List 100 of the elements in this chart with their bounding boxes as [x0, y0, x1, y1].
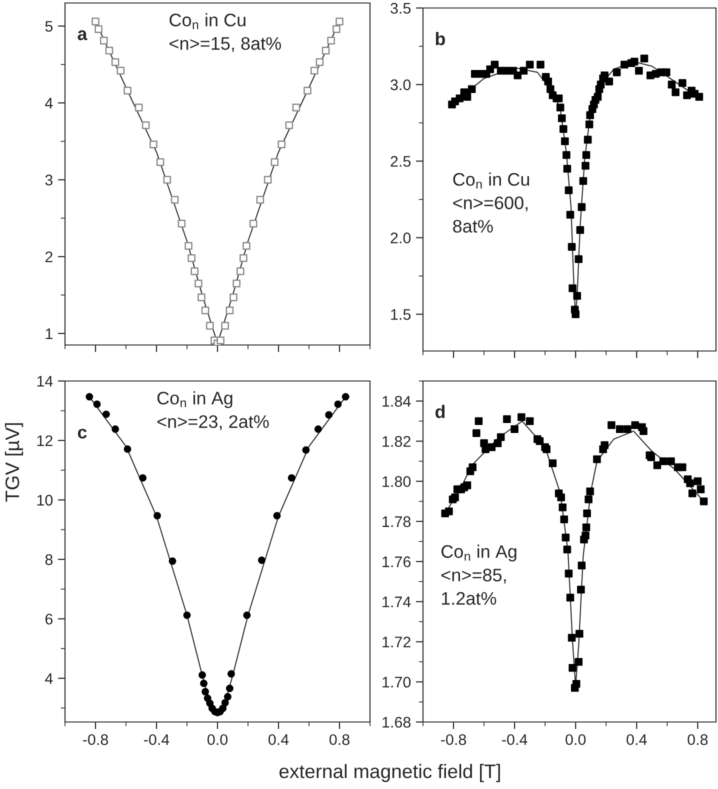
x-tick-label: 0.8	[688, 734, 708, 746]
y-tick-label: 1.5	[391, 309, 411, 320]
x-tick-label: -0.4	[144, 734, 170, 746]
y-tick-label: 1.76	[382, 556, 411, 568]
y-tick-label: 2.5	[390, 156, 411, 167]
point	[178, 220, 186, 228]
point	[325, 411, 333, 419]
x-tick-label: 0.4	[626, 734, 647, 746]
point	[100, 36, 108, 45]
point	[170, 196, 179, 204]
point	[236, 267, 244, 276]
point	[216, 336, 224, 344]
annotation: Co$_{n}$ in Cu <n>=600, 8at%	[453, 172, 530, 233]
point	[304, 86, 312, 94]
point	[314, 425, 322, 433]
annotation: a	[78, 30, 88, 40]
point	[190, 267, 199, 276]
point	[134, 104, 143, 112]
point	[302, 446, 310, 454]
y-tick-label: 12	[37, 435, 52, 446]
point	[183, 612, 191, 619]
point	[124, 86, 132, 94]
point	[198, 671, 206, 679]
y-tick-label: 1.82	[382, 436, 410, 447]
point	[327, 36, 335, 45]
point	[232, 280, 240, 288]
point	[258, 556, 266, 564]
y-axis-title: TGV [µV]	[4, 423, 24, 502]
point	[264, 176, 272, 184]
annotation: Co$_{n}$ in Ag <n>=23, 2at%	[157, 391, 269, 430]
point	[188, 254, 196, 262]
y-tick-label: 8	[45, 554, 53, 566]
y-tick-label: 2.0	[390, 232, 411, 244]
x-tick-label: -0.4	[502, 734, 528, 746]
point	[206, 322, 214, 330]
y-tick-label: 10	[37, 494, 53, 506]
point	[93, 400, 101, 408]
point	[288, 474, 296, 482]
x-tick-label: 0.0	[566, 734, 586, 746]
point	[94, 25, 102, 34]
point	[184, 242, 192, 250]
point	[227, 670, 235, 678]
y-tick-label: 1.78	[382, 516, 411, 528]
y-tick-label: 1.68	[382, 716, 411, 728]
y-tick-label: 3	[45, 174, 53, 186]
point	[310, 66, 318, 75]
y-tick-label: 2	[45, 251, 52, 262]
point	[285, 121, 294, 130]
x-tick-label: 0.4	[268, 734, 289, 746]
y-tick-label: 1	[46, 328, 52, 340]
y-tick-label: 5	[45, 21, 53, 32]
y-tick-label: 1.70	[382, 676, 411, 688]
point	[278, 140, 286, 148]
point	[240, 254, 248, 262]
annotation: d	[435, 404, 445, 418]
point	[156, 158, 164, 166]
point	[163, 176, 172, 184]
x-axis-title: external magnetic field [T]	[280, 764, 500, 782]
point	[249, 220, 258, 228]
point	[332, 25, 340, 34]
point	[256, 196, 264, 204]
point	[219, 704, 227, 712]
point	[342, 393, 350, 400]
y-tick-label: 14	[37, 376, 53, 387]
point	[139, 474, 147, 482]
annotation: Co$_{n}$ in Cu <n>=15, 8at%	[170, 13, 281, 52]
point	[242, 242, 250, 250]
annotation: b	[436, 32, 446, 46]
point	[105, 46, 114, 55]
point	[168, 557, 176, 565]
point	[221, 698, 229, 706]
y-tick-label: 1.84	[382, 396, 411, 407]
x-tick-label: 0.8	[329, 734, 350, 746]
point	[116, 66, 125, 75]
point	[221, 322, 230, 330]
y-tick-label: 4	[45, 98, 53, 108]
y-tick-label: 1.80	[382, 476, 411, 487]
y-tick-label: 1.72	[382, 636, 410, 648]
y-tick-label: 6	[45, 614, 53, 625]
point	[202, 688, 210, 696]
point	[111, 58, 120, 66]
x-tick-label: 0.0	[207, 734, 228, 746]
y-tick-label: 4	[45, 673, 53, 684]
y-tick-label: 3.5	[390, 2, 411, 14]
point	[102, 410, 110, 418]
y-tick-label: 1.74	[382, 596, 411, 608]
point	[334, 400, 342, 408]
point	[194, 280, 202, 288]
point	[230, 293, 238, 302]
point	[226, 306, 234, 314]
x-tick-label: -0.8	[441, 734, 466, 746]
point	[336, 18, 344, 26]
point	[292, 104, 300, 112]
point	[86, 393, 94, 400]
point	[201, 306, 210, 314]
point	[198, 293, 206, 302]
x-tick-label: -0.8	[83, 734, 108, 746]
point	[150, 140, 158, 148]
annotation: Co$_{n}$ in Ag <n>=85, 1.2at%	[441, 544, 516, 605]
point	[154, 512, 161, 520]
